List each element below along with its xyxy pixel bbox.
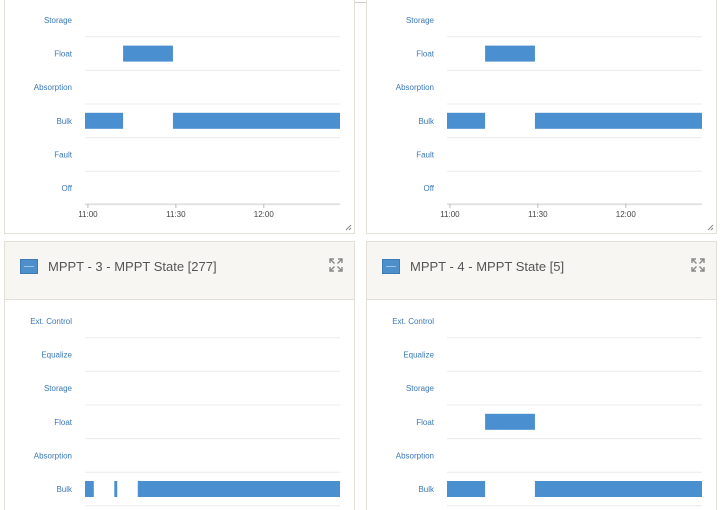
state-bar: [534, 112, 702, 129]
mppt-state-widget: Storage Float Absorption Bulk Fault Off 11:00 1…: [4, 0, 355, 234]
state-label: Off: [423, 184, 434, 193]
widget-header[interactable]: MPPT - 4 - MPPT State [5]: [367, 242, 716, 300]
state-bar: [123, 45, 173, 62]
state-label: Fault: [416, 150, 435, 159]
state-bar: [485, 45, 535, 62]
x-tick-label: 12:00: [254, 210, 275, 219]
state-label: Absorption: [396, 83, 434, 92]
state-label: Float: [54, 50, 73, 59]
state-label: Float: [416, 50, 435, 59]
state-bar: [534, 481, 702, 497]
resize-grip-icon[interactable]: [707, 224, 714, 231]
x-tick-label: 12:00: [616, 210, 637, 219]
state-label: Storage: [406, 384, 435, 393]
state-bar: [172, 112, 340, 129]
resize-grip-icon[interactable]: [345, 224, 352, 231]
state-label: Ext. Control: [30, 317, 72, 326]
state-bar: [114, 481, 118, 497]
state-bar: [485, 413, 535, 430]
chart-widget-icon: [382, 259, 400, 274]
state-label: Bulk: [56, 485, 73, 494]
state-bar: [447, 481, 486, 497]
state-chart: Ext. Control Equalize Storage Float Absorpti…: [30, 317, 340, 507]
mppt-state-widget: Storage Float Absorption Bulk Fault Off 11:00 1…: [366, 0, 717, 234]
state-label: Bulk: [418, 485, 435, 494]
expand-icon[interactable]: [328, 257, 344, 273]
x-tick-label: 11:00: [440, 210, 460, 219]
state-label: Absorption: [34, 451, 72, 460]
state-label: Fault: [54, 150, 73, 159]
state-bar: [137, 481, 340, 497]
mppt-state-widget: MPPT - 3 - MPPT State [277] Ext. Control…: [4, 241, 355, 510]
chart-widget-icon: [20, 259, 38, 274]
state-label: Equalize: [403, 351, 434, 360]
state-bar: [85, 112, 124, 129]
state-label: Absorption: [396, 451, 434, 460]
mppt-state-widget: MPPT - 4 - MPPT State [5] Ext. Control Eq…: [366, 241, 717, 510]
state-label: Float: [54, 418, 73, 427]
x-tick-label: 11:30: [166, 210, 186, 219]
x-tick-label: 11:30: [528, 210, 548, 219]
widget-title: MPPT - 4 - MPPT State [5]: [410, 259, 565, 274]
state-label: Bulk: [418, 117, 435, 126]
state-bar: [85, 481, 94, 497]
state-label: Storage: [44, 16, 73, 25]
state-label: Storage: [406, 16, 435, 25]
state-label: Storage: [44, 384, 73, 393]
state-chart: Storage Float Absorption Bulk Fault Off 11:00 1…: [396, 16, 702, 219]
widget-title: MPPT - 3 - MPPT State [277]: [48, 259, 217, 274]
state-label: Off: [61, 184, 72, 193]
expand-icon[interactable]: [690, 257, 706, 273]
state-label: Bulk: [56, 117, 73, 126]
state-label: Equalize: [41, 351, 72, 360]
x-tick-label: 11:00: [78, 210, 98, 219]
state-label: Ext. Control: [392, 317, 434, 326]
state-bar: [447, 112, 486, 129]
widget-header[interactable]: MPPT - 3 - MPPT State [277]: [5, 242, 354, 300]
state-chart: Storage Float Absorption Bulk Fault Off 11:00 1…: [34, 16, 340, 219]
state-label: Absorption: [34, 83, 72, 92]
state-label: Float: [416, 418, 435, 427]
state-chart: Ext. Control Equalize Storage Float Absorpti…: [392, 317, 702, 507]
